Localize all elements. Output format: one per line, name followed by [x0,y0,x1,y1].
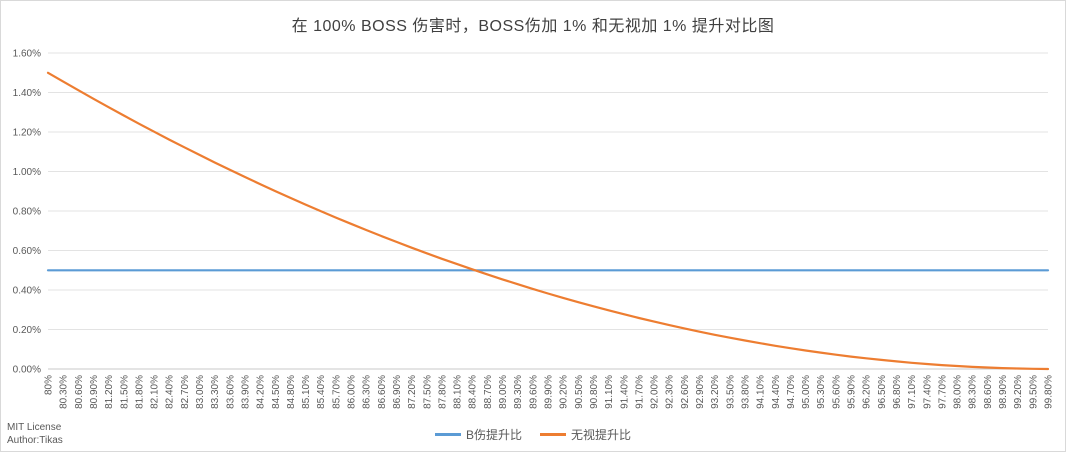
x-axis-label: 81.20% [104,375,115,409]
x-axis-label: 84.20% [256,375,267,409]
y-axis-label: 0.00% [13,365,41,376]
x-axis-label: 85.70% [331,375,342,409]
x-axis-label: 92.60% [680,375,691,409]
x-axis-label: 91.70% [634,375,645,409]
x-axis-label: 81.80% [134,375,145,409]
x-axis-label: 82.10% [150,375,161,409]
x-axis-label: 88.40% [468,375,479,409]
x-axis-label: 82.70% [180,375,191,409]
x-axis-label: 90.20% [559,375,570,409]
x-axis-label: 86.00% [347,375,358,409]
x-axis-label: 89.90% [544,375,555,409]
x-axis-label: 84.80% [286,375,297,409]
x-axis-label: 87.50% [422,375,433,409]
x-axis-label: 85.40% [316,375,327,409]
x-axis-label: 83.90% [240,375,251,409]
x-axis-label: 80.30% [59,375,70,409]
x-axis-label: 96.50% [877,375,888,409]
x-axis-label: 92.00% [650,375,661,409]
x-axis-label: 88.10% [453,375,464,409]
x-axis-label: 96.80% [892,375,903,409]
license-text: MIT License [7,422,62,433]
x-axis-label: 97.40% [922,375,933,409]
chart-title: 在 100% BOSS 伤害时，BOSS伤加 1% 和无视加 1% 提升对比图 [291,18,775,35]
x-axis-label: 99.20% [1013,375,1024,409]
x-axis-label: 83.30% [210,375,221,409]
x-axis-label: 97.70% [937,375,948,409]
x-axis-label: 89.30% [513,375,524,409]
x-axis-label: 92.90% [695,375,706,409]
x-axis-label: 96.20% [862,375,873,409]
x-axis-label: 95.00% [801,375,812,409]
x-axis-label: 98.90% [998,375,1009,409]
x-axis-label: 91.40% [619,375,630,409]
x-axis-label: 87.20% [407,375,418,409]
x-axis-label: 95.30% [816,375,827,409]
x-axis-label: 89.00% [498,375,509,409]
x-axis-label: 99.80% [1044,375,1055,409]
legend-label: B伤提升比 [465,428,522,442]
x-axis-label: 90.50% [574,375,585,409]
y-axis-label: 0.40% [13,286,41,297]
author-text: Author:Tikas [7,434,63,446]
x-axis-label: 95.60% [831,375,842,409]
x-axis-label: 95.90% [847,375,858,409]
y-axis-label: 1.60% [13,49,41,60]
x-axis-label: 98.30% [968,375,979,409]
x-axis-label: 97.10% [907,375,918,409]
legend-item: B伤提升比 [434,426,522,443]
y-axis-label: 0.80% [13,207,41,218]
x-axis-label: 89.60% [528,375,539,409]
x-axis-label: 82.40% [165,375,176,409]
y-axis-label: 1.40% [13,88,41,99]
x-axis-label: 90.80% [589,375,600,409]
y-axis-label: 0.60% [13,246,41,257]
x-axis-label: 94.40% [771,375,782,409]
legend-line-swatch [540,433,566,436]
x-axis-label: 92.30% [665,375,676,409]
x-axis-label: 93.80% [740,375,751,409]
y-axis-label: 1.00% [13,167,41,178]
x-axis-label: 85.10% [301,375,312,409]
x-axis-label: 99.50% [1028,375,1039,409]
license-footer: MIT License Author:Tikas [7,422,63,447]
x-axis-label: 98.60% [983,375,994,409]
x-axis-label: 80.60% [74,375,85,409]
x-axis-label: 80% [44,375,55,395]
series-line-ignore-def [46,71,1050,371]
legend-item: 无视提升比 [540,426,631,443]
x-axis-label: 93.20% [710,375,721,409]
legend: B伤提升比 无视提升比 [1,426,1065,443]
x-axis-label: 80.90% [89,375,100,409]
y-axis-label: 0.20% [13,325,41,336]
x-axis-label: 98.00% [953,375,964,409]
x-axis-label: 91.10% [604,375,615,409]
x-axis-label: 86.90% [392,375,403,409]
x-axis-label: 86.30% [362,375,373,409]
legend-line-swatch [434,433,461,436]
x-axis-label: 87.80% [437,375,448,409]
y-axis-label: 1.20% [13,128,41,139]
x-axis-label: 84.50% [271,375,282,409]
x-axis-label: 83.60% [225,375,236,409]
legend-label: 无视提升比 [571,428,632,442]
x-axis-label: 88.70% [483,375,494,409]
x-axis-label: 93.50% [725,375,736,409]
x-axis-label: 94.10% [756,375,767,409]
x-axis-label: 83.00% [195,375,206,409]
x-axis-label: 81.50% [119,375,130,409]
x-axis-label: 86.60% [377,375,388,409]
x-axis-label: 94.70% [786,375,797,409]
